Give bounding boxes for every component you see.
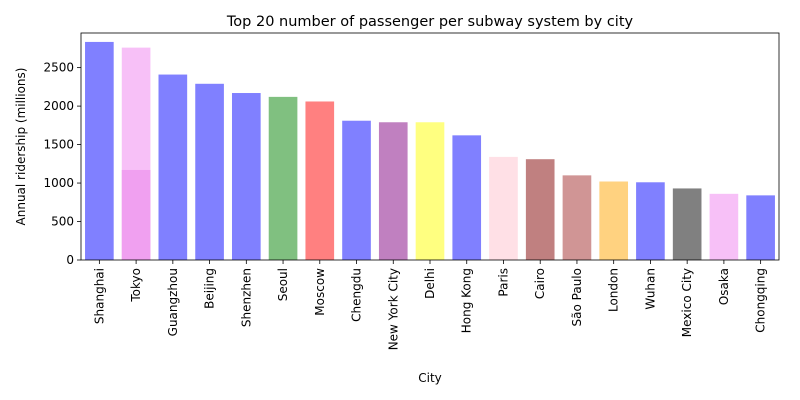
bar-chengdu (342, 120, 371, 260)
x-tick-label: Osaka (717, 268, 731, 305)
x-tick-label: Guangzhou (166, 268, 180, 336)
bars-group (85, 41, 775, 261)
y-tick-label: 1500 (43, 138, 74, 152)
bar-moscow (305, 101, 335, 260)
x-tick-label: Chongqing (754, 268, 768, 333)
x-tick-label: Tokyo (129, 268, 143, 303)
x-tick-label: Paris (496, 268, 510, 297)
x-tick-label: Hong Kong (460, 268, 474, 333)
bar-chongqing (746, 195, 775, 260)
bar-shanghai (85, 41, 114, 261)
bar-guangzhou (158, 74, 188, 260)
x-tick-label: Moscow (313, 268, 327, 316)
y-tick-label: 500 (51, 215, 74, 229)
x-tick-label: Chengdu (350, 268, 364, 322)
bar-shenzhen (231, 93, 261, 261)
x-tick-label: Delhi (423, 268, 437, 299)
x-tick-label: Shenzhen (239, 268, 253, 327)
bar-beijing (195, 83, 224, 260)
bar-paris (489, 156, 518, 260)
y-tick-label: 1000 (43, 176, 74, 190)
bar-mexico-city (672, 188, 702, 260)
x-axis-label: City (418, 371, 442, 385)
x-tick-label: London (607, 268, 621, 312)
plot-frame (80, 32, 780, 261)
y-axis-label: Annual ridership (millions) (14, 68, 28, 226)
bar-seoul (268, 96, 298, 261)
x-tick-label: Shanghai (92, 268, 106, 324)
y-tick-label: 0 (66, 253, 74, 267)
x-tick-label: Mexico City (680, 268, 694, 337)
y-tick-label: 2500 (43, 61, 74, 75)
x-tick-label: São Paulo (570, 268, 584, 326)
bar-cairo (525, 159, 555, 260)
bar-delhi (415, 122, 445, 260)
y-tick-label: 2000 (43, 99, 74, 113)
bar-london (599, 181, 629, 260)
x-tick-label: Cairo (533, 268, 547, 299)
y-axis: 0 500 1000 1500 2000 2500 (43, 61, 81, 267)
bar-wuhan (636, 182, 665, 260)
bar-s-o-paulo (562, 175, 592, 260)
bar-new-york-city (378, 122, 408, 260)
x-tick-label: Beijing (203, 268, 217, 309)
x-tick-label: Wuhan (643, 268, 657, 310)
x-tick-label: New York City (386, 268, 400, 350)
bar-osaka (709, 193, 739, 260)
chart-title: Top 20 number of passenger per subway sy… (226, 14, 634, 30)
bar-hong-kong (452, 135, 482, 260)
x-axis: Shanghai Tokyo Guangzhou Beijing Shenzhen Seo… (92, 260, 768, 350)
x-tick-label: Seoul (276, 268, 290, 301)
bar-tokyo-inner (121, 169, 151, 260)
